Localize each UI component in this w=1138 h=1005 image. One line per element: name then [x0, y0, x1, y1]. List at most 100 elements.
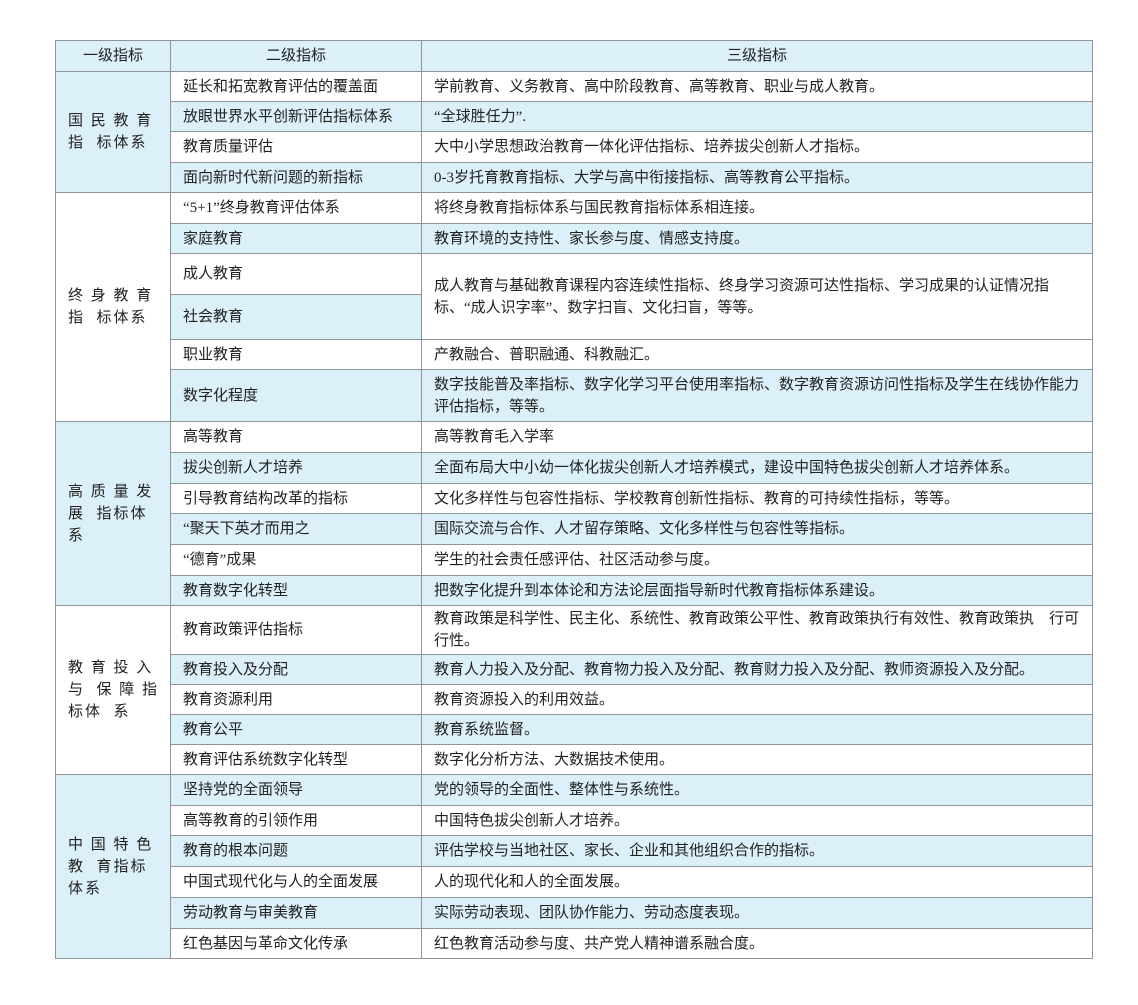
level3-cell: 中国特色拔尖创新人才培养。: [421, 805, 1093, 836]
level3-cell: 把数字化提升到本体论和方法论层面指导新时代教育指标体系建设。: [421, 575, 1093, 606]
level1-title-line: 教 育指标: [68, 858, 148, 875]
level2-cell: 社会教育: [170, 294, 422, 340]
header-level1: 一级指标: [55, 40, 171, 72]
table-row: 教育质量评估 大中小学思想政治教育一体化评估指标、培养拔尖创新人才指标。: [56, 131, 1093, 163]
table-row: 职业教育 产教融合、普职融通、科教融汇。: [56, 339, 1093, 370]
table-row: “德育”成果 学生的社会责任感评估、社区活动参与度。: [56, 544, 1093, 576]
table-row: 数字化程度 数字技能普及率指标、数字化学习平台使用率指标、数字教育资源访问性指标及…: [56, 369, 1093, 422]
level3-cell: 大中小学思想政治教育一体化评估指标、培养拔尖创新人才指标。: [421, 131, 1093, 163]
header-row: 一级指标 二级指标 三级指标: [55, 40, 1093, 72]
table-row: 面向新时代新问题的新指标 0-3岁托育教育指标、大学与高中衔接指标、高等教育公平指…: [56, 162, 1093, 193]
level2-cell: “5+1”终身教育评估体系: [170, 192, 422, 224]
level1-cell: 中 国 特 色教 育指标体系: [55, 774, 171, 959]
table-row: 拔尖创新人才培养 全面布局大中小幼一体化拔尖创新人才培养模式，建设中国特色拔尖创新…: [56, 452, 1093, 484]
level2-cell: 成人教育: [170, 253, 422, 295]
table-row: 教育资源利用 教育资源投入的利用效益。: [56, 684, 1093, 715]
level2-cell: 引导教育结构改革的指标: [170, 483, 422, 514]
level3-cell: 教育人力投入及分配、教育物力投入及分配、教育财力投入及分配、教师资源投入及分配。: [421, 654, 1093, 685]
level2-cell: “德育”成果: [170, 544, 422, 576]
table-row: 成人教育 成人教育与基础教育课程内容连续性指标、终身学习资源可达性指标、学习成果的…: [56, 253, 1093, 340]
level3-cell: 教育环境的支持性、家长参与度、情感支持度。: [421, 223, 1093, 254]
table-row: 教育评估系统数字化转型 数字化分析方法、大数据技术使用。: [56, 744, 1093, 775]
table-row: 中国式现代化与人的全面发展 人的现代化和人的全面发展。: [56, 866, 1093, 898]
level1-cell: 终 身 教 育指 标体系: [55, 192, 171, 422]
level3-cell: 国际交流与合作、人才留存策略、文化多样性与包容性等指标。: [421, 513, 1093, 545]
level3-cell: 文化多样性与包容性指标、学校教育创新性指标、教育的可持续性指标，等等。: [421, 483, 1093, 514]
level3-cell: 数字技能普及率指标、数字化学习平台使用率指标、数字教育资源访问性指标及学生在线协…: [421, 369, 1093, 422]
table-row: “聚天下英才而用之 国际交流与合作、人才留存策略、文化多样性与包容性等指标。: [56, 513, 1093, 545]
level3-cell: 教育资源投入的利用效益。: [421, 684, 1093, 715]
level1-title-line: 指 标体系: [68, 310, 148, 326]
level2-cell: 职业教育: [170, 339, 422, 370]
level3-cell: 成人教育与基础教育课程内容连续性指标、终身学习资源可达性指标、学习成果的认证情况…: [421, 253, 1093, 340]
level2-cell: 教育政策评估指标: [170, 605, 422, 655]
level2-cell: 教育的根本问题: [170, 835, 422, 867]
table-row: 引导教育结构改革的指标 文化多样性与包容性指标、学校教育创新性指标、教育的可持续性…: [56, 483, 1093, 514]
level3-cell: 党的领导的全面性、整体性与系统性。: [421, 774, 1093, 806]
level1-title-line: 教 育 投 入: [68, 660, 154, 676]
level3-cell: 教育政策是科学性、民主化、系统性、教育政策公平性、教育政策执行有效性、教育政策执…: [421, 605, 1093, 655]
level2-cell: “聚天下英才而用之: [170, 513, 422, 545]
level2-cell: 教育投入及分配: [170, 654, 422, 685]
table-row: 终 身 教 育指 标体系 “5+1”终身教育评估体系 将终身教育指标体系与国民教育指…: [55, 192, 1093, 422]
level2-cell: 面向新时代新问题的新指标: [170, 162, 422, 193]
level3-cell: 人的现代化和人的全面发展。: [421, 866, 1093, 898]
level3-cell: 全面布局大中小幼一体化拔尖创新人才培养模式，建设中国特色拔尖创新人才培养体系。: [421, 452, 1093, 484]
level3-cell: 产教融合、普职融通、科教融汇。: [421, 339, 1093, 370]
level2-cell: 延长和拓宽教育评估的覆盖面: [170, 71, 422, 102]
table-row: 教育数字化转型 把数字化提升到本体论和方法论层面指导新时代教育指标体系建设。: [56, 575, 1093, 606]
level3-cell: 实际劳动表现、团队协作能力、劳动态度表现。: [421, 897, 1093, 929]
level2-cell: 教育数字化转型: [170, 575, 422, 606]
level3-cell: 高等教育毛入学率: [421, 421, 1093, 453]
header-level2: 二级指标: [170, 40, 422, 72]
header-level3: 三级指标: [421, 40, 1093, 72]
level1-title-line: 中 国 特 色: [68, 836, 154, 853]
table-row: 教育的根本问题 评估学校与当地社区、家长、企业和其他组织合作的指标。: [56, 835, 1093, 867]
table-row: 劳动教育与审美教育 实际劳动表现、团队协作能力、劳动态度表现。: [56, 897, 1093, 929]
level2-cell: 中国式现代化与人的全面发展: [170, 866, 422, 898]
table-row: 中 国 特 色教 育指标 体系 坚持党的全面领导 党的领导的全面性、整体性与系统性。: [55, 774, 1093, 959]
level2-cell: 教育质量评估: [170, 131, 422, 163]
table-row: 教育投入及分配 教育人力投入及分配、教育物力投入及分配、教育财力投入及分配、教师资…: [56, 654, 1093, 685]
level2-cell: 红色基因与革命文化传承: [170, 928, 422, 959]
level2-cell: 家庭教育: [170, 223, 422, 254]
level1-title-line: 终 身 教 育: [68, 288, 154, 304]
table-row: 社会教育: [56, 294, 1093, 340]
table-row: 教育公平 教育系统监督。: [56, 714, 1093, 745]
level3-cell: 数字化分析方法、大数据技术使用。: [421, 744, 1093, 775]
level1-title-line: 展 指标体: [68, 505, 148, 522]
level1-cell: 高 质 量 发展 指标体系: [55, 421, 171, 606]
level3-cell: 将终身教育指标体系与国民教育指标体系相连接。: [421, 192, 1093, 224]
level1-title-line: 标体 系: [68, 704, 131, 720]
level2-cell: 高等教育: [170, 421, 422, 453]
level3-cell: 0-3岁托育教育指标、大学与高中衔接指标、高等教育公平指标。: [421, 162, 1093, 193]
level2-cell: 放眼世界水平创新评估指标体系: [170, 101, 422, 132]
level2-cell: 高等教育的引领作用: [170, 805, 422, 836]
table-row: 国 民 教 育指 标体系 延长和拓宽教育评估的覆盖面 学前教育、义务教育、高中阶段教…: [55, 71, 1093, 193]
level2-cell: 坚持党的全面领导: [170, 774, 422, 806]
table-row: 高 质 量 发展 指标体系高等教育 高等教育毛入学率: [55, 421, 1093, 606]
level1-title-line: 与 保 障 指: [68, 682, 160, 698]
level1-title-line: 高 质 量 发: [68, 483, 154, 500]
indicator-table: 一级指标 二级指标 三级指标 国 民 教 育指 标体系 延长和拓宽教育评估的覆盖面…: [55, 40, 1093, 959]
level1-title-line: 系: [68, 527, 86, 544]
level1-title-line: 体系: [68, 880, 103, 897]
level2-cell: 教育资源利用: [170, 684, 422, 715]
table-row: 教 育 投 入与 保 障 指标体 系教育政策评估指标 教育政策是科学性、民主化、系…: [55, 605, 1093, 775]
table-row: 高等教育的引领作用 中国特色拔尖创新人才培养。: [56, 805, 1093, 836]
level1-cell: 教 育 投 入与 保 障 指标体 系: [55, 605, 171, 775]
level3-cell: 评估学校与当地社区、家长、企业和其他组织合作的指标。: [421, 835, 1093, 867]
level2-cell: 劳动教育与审美教育: [170, 897, 422, 929]
table-row: 放眼世界水平创新评估指标体系 “全球胜任力”.: [56, 101, 1093, 132]
level1-cell: 国 民 教 育指 标体系: [55, 71, 171, 193]
level2-cell: 教育评估系统数字化转型: [170, 744, 422, 775]
level2-cell: 教育公平: [170, 714, 422, 745]
level1-title-line: 指 标体系: [68, 135, 148, 151]
level2-cell: 数字化程度: [170, 369, 422, 422]
table-row: 红色基因与革命文化传承 红色教育活动参与度、共产党人精神谱系融合度。: [56, 928, 1093, 959]
level3-cell: 红色教育活动参与度、共产党人精神谱系融合度。: [421, 928, 1093, 959]
level1-title-line: 国 民 教 育: [68, 113, 154, 129]
level3-cell: 学生的社会责任感评估、社区活动参与度。: [421, 544, 1093, 576]
table-row: 家庭教育 教育环境的支持性、家长参与度、情感支持度。: [56, 223, 1093, 254]
level2-cell: 拔尖创新人才培养: [170, 452, 422, 484]
